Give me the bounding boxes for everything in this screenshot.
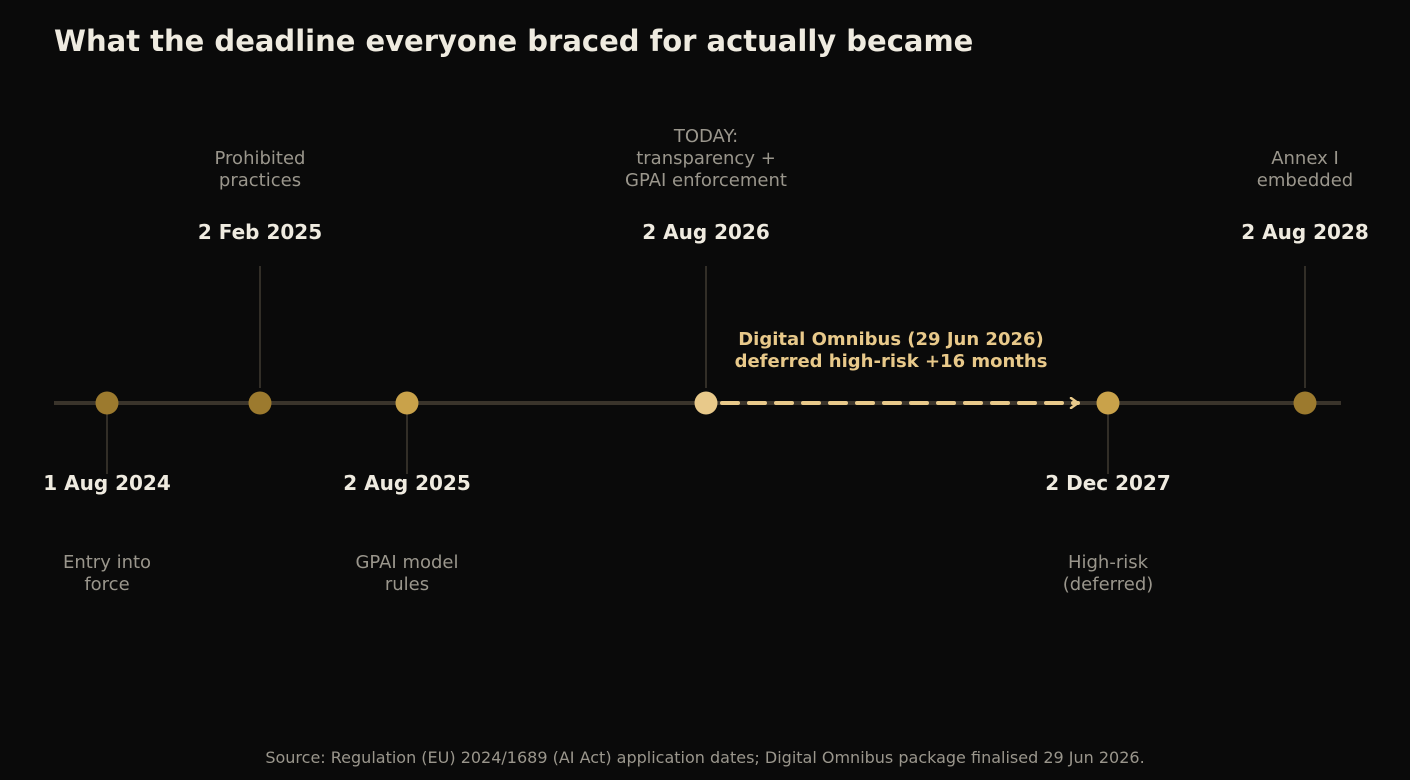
milestone-date: 2 Dec 2027 <box>1045 471 1171 495</box>
today-marker <box>694 391 718 415</box>
deferral-label: Digital Omnibus (29 Jun 2026) deferred hi… <box>735 329 1048 372</box>
milestone-marker <box>1096 391 1120 415</box>
milestone-marker <box>395 391 419 415</box>
milestone-marker <box>1293 391 1317 415</box>
chart-title: What the deadline everyone braced for ac… <box>54 24 974 58</box>
milestone: 2 Dec 2027 High-risk (deferred) <box>1045 391 1171 595</box>
milestone-date: 2 Aug 2028 <box>1241 220 1369 244</box>
milestone-description: Prohibited practices <box>215 148 306 191</box>
milestone-description: High-risk (deferred) <box>1063 552 1154 595</box>
milestone: 2 Aug 2025 GPAI model rules <box>343 391 471 595</box>
milestone-date: 1 Aug 2024 <box>43 471 171 495</box>
milestone-description: TODAY: transparency + GPAI enforcement <box>625 126 787 191</box>
milestone-date: 2 Feb 2025 <box>198 220 322 244</box>
milestone-marker <box>248 391 272 415</box>
milestone-description: Entry into force <box>63 552 151 595</box>
milestone: 1 Aug 2024 Entry into force <box>43 391 171 595</box>
milestone: 2 Aug 2026 TODAY: transparency + GPAI enfor… <box>625 126 787 415</box>
milestone-marker <box>95 391 119 415</box>
milestone-date: 2 Aug 2025 <box>343 471 471 495</box>
milestone-date: 2 Aug 2026 <box>642 220 770 244</box>
milestone-description: GPAI model rules <box>355 552 458 595</box>
source-note: Source: Regulation (EU) 2024/1689 (AI Ac… <box>265 748 1145 767</box>
milestone: 2 Feb 2025 Prohibited practices <box>198 148 322 415</box>
